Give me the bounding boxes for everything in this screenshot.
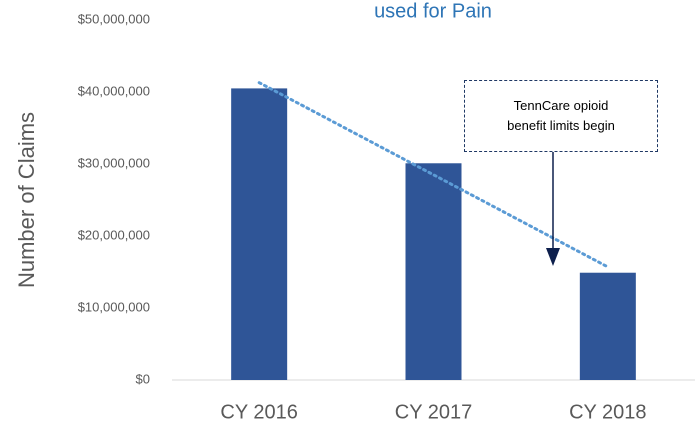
y-tick-label: $0 (136, 371, 150, 386)
bar (579, 272, 636, 380)
y-tick-label: $50,000,000 (78, 11, 150, 26)
y-tick-label: $40,000,000 (78, 83, 150, 98)
annotation: TennCare opioid benefit limits begin (464, 80, 658, 152)
x-tick-label: CY 2017 (395, 401, 472, 423)
annotation-arrowhead (546, 248, 560, 266)
y-axis-label: Number of Claims (14, 112, 39, 288)
trendline (257, 81, 610, 269)
x-tick-label: CY 2018 (569, 401, 646, 423)
y-tick-label: $20,000,000 (78, 227, 150, 242)
bar (231, 88, 288, 381)
y-tick-label: $10,000,000 (78, 299, 150, 314)
y-tick-label: $30,000,000 (78, 155, 150, 170)
chart-title: used for Pain (374, 0, 492, 22)
bar (405, 163, 462, 380)
x-tick-label: CY 2016 (220, 401, 297, 423)
